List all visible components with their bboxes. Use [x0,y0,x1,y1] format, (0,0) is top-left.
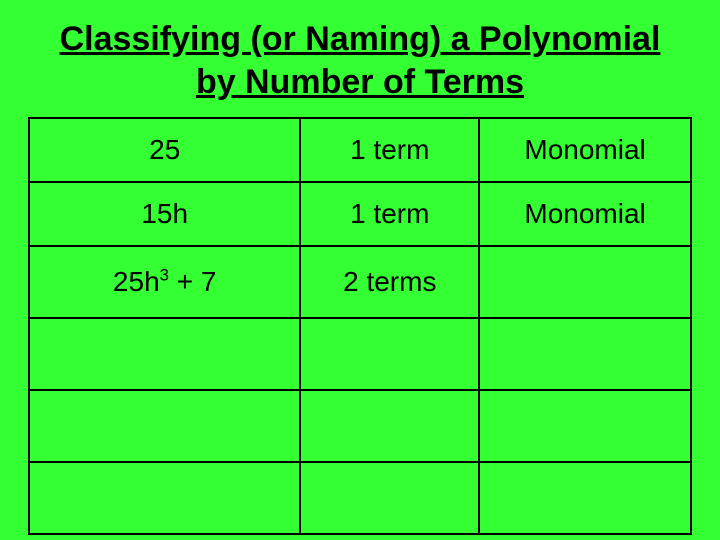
cell-classification [479,246,691,318]
table-row: 25h3 + 7 2 terms [29,246,691,318]
cell-term-count [300,462,479,534]
cell-expression [29,318,300,390]
table-row: 25 1 term Monomial [29,118,691,182]
slide-title: Classifying (or Naming) a Polynomial by … [28,18,692,103]
cell-classification [479,318,691,390]
cell-classification: Monomial [479,182,691,246]
polynomial-table: 25 1 term Monomial 15h 1 term Monomial 2… [28,117,692,535]
polynomial-table-body: 25 1 term Monomial 15h 1 term Monomial 2… [29,118,691,534]
cell-term-count [300,318,479,390]
table-row [29,390,691,462]
cell-expression: 25h3 + 7 [29,246,300,318]
cell-term-count: 1 term [300,182,479,246]
cell-expression [29,462,300,534]
cell-expression [29,390,300,462]
table-row [29,318,691,390]
slide: Classifying (or Naming) a Polynomial by … [0,0,720,540]
title-line-1: Classifying (or Naming) a Polynomial [60,20,661,58]
cell-classification [479,462,691,534]
cell-classification [479,390,691,462]
table-row: 15h 1 term Monomial [29,182,691,246]
cell-expression: 15h [29,182,300,246]
cell-expression: 25 [29,118,300,182]
cell-classification: Monomial [479,118,691,182]
title-line-2: by Number of Terms [196,63,524,101]
cell-term-count [300,390,479,462]
cell-term-count: 2 terms [300,246,479,318]
cell-term-count: 1 term [300,118,479,182]
table-row [29,462,691,534]
